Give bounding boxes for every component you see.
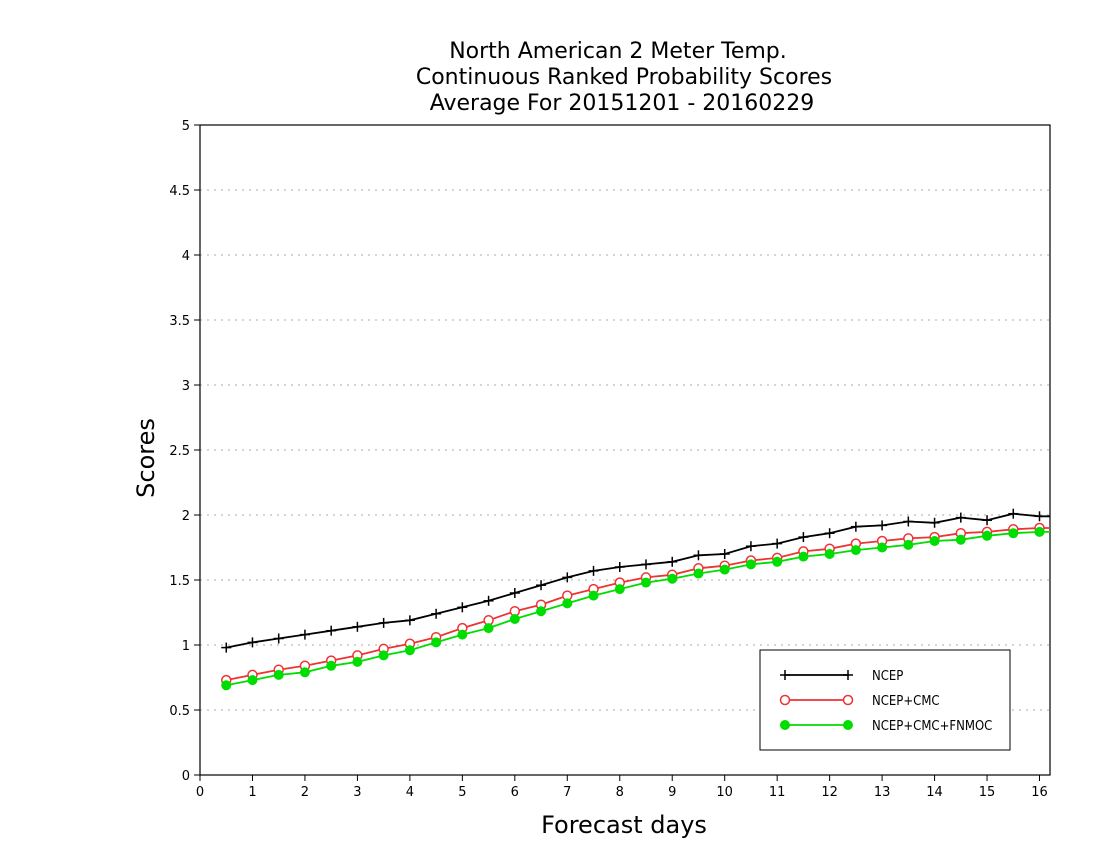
title-line-3: Average For 20151201 - 20160229	[430, 91, 815, 116]
x-tick-label: 15	[979, 785, 996, 800]
legend-label: NCEP	[872, 669, 903, 684]
data-point	[221, 680, 232, 691]
data-point	[903, 539, 914, 550]
data-point	[850, 545, 861, 556]
y-tick-label: 5	[182, 119, 190, 134]
y-tick-label: 0	[182, 769, 190, 784]
x-tick-label: 7	[563, 785, 571, 800]
x-tick-label: 14	[926, 785, 943, 800]
data-point	[745, 559, 756, 570]
title-line-1: North American 2 Meter Temp.	[449, 39, 787, 64]
series-group	[220, 508, 1050, 691]
data-point	[693, 568, 704, 579]
x-tick-label: 9	[668, 785, 676, 800]
data-point	[457, 629, 468, 640]
legend-entry: NCEP+CMC+FNMOC	[780, 719, 992, 734]
data-point	[1034, 526, 1045, 537]
x-tick-label: 6	[511, 785, 519, 800]
x-tick-label: 2	[301, 785, 309, 800]
data-point	[536, 606, 547, 617]
data-point	[982, 530, 993, 541]
y-tick-label: 1	[182, 639, 190, 654]
data-point	[404, 645, 415, 656]
x-tick-label: 1	[248, 785, 256, 800]
series-line	[226, 512, 1050, 649]
x-tick-label: 3	[353, 785, 361, 800]
data-point	[614, 584, 625, 595]
y-tick-label: 3	[182, 379, 190, 394]
x-tick-label: 4	[406, 785, 414, 800]
title-line-2: Continuous Ranked Probability Scores	[416, 65, 832, 90]
y-tick-label: 0.5	[169, 704, 190, 719]
x-axis-label: Forecast days	[541, 811, 707, 839]
legend-label: NCEP+CMC	[872, 694, 940, 709]
legend-marker-end	[842, 694, 854, 706]
data-point	[824, 549, 835, 559]
y-tick-label: 1.5	[169, 574, 190, 589]
data-point	[483, 623, 494, 634]
data-point	[719, 564, 730, 575]
data-point	[877, 542, 888, 553]
data-point	[772, 556, 783, 567]
data-point	[509, 614, 520, 624]
x-tick-label: 12	[821, 785, 838, 800]
legend-entry: NCEP+CMC	[779, 694, 940, 709]
data-point	[273, 669, 284, 680]
grid-lines	[200, 189, 1050, 711]
data-point	[562, 598, 573, 609]
legend-marker-end	[843, 720, 853, 730]
x-tick-label: 10	[716, 785, 733, 800]
axis-ticks: 00.511.522.533.544.550 1 2 3 4 5 6 7 8 9 10 11 12 13 1…	[169, 119, 1047, 800]
y-axis-label: Scores	[132, 418, 160, 498]
legend-marker-start	[780, 720, 790, 730]
legend-marker-start	[779, 694, 791, 706]
data-point	[955, 534, 966, 545]
x-tick-label: 0	[196, 785, 204, 800]
data-point	[1008, 528, 1019, 539]
chart-title: North American 2 Meter Temp. Continuous …	[416, 39, 832, 116]
data-point	[299, 667, 310, 678]
series-ncep	[221, 508, 1050, 653]
legend-label: NCEP+CMC+FNMOC	[872, 719, 992, 734]
data-point	[247, 675, 258, 686]
y-tick-label: 4	[182, 249, 190, 264]
data-point	[588, 590, 599, 601]
data-point	[929, 536, 940, 546]
y-tick-label: 4.5	[169, 184, 190, 199]
x-tick-label: 8	[616, 785, 624, 800]
x-tick-label: 13	[874, 785, 891, 800]
data-point	[431, 637, 442, 648]
data-point	[667, 573, 678, 584]
y-tick-label: 3.5	[169, 314, 190, 329]
legend: NCEP NCEP+CMC NCEP+CMC+FNMOC	[759, 649, 1011, 751]
data-point	[640, 577, 651, 588]
data-point	[352, 656, 363, 667]
data-point	[798, 551, 809, 562]
data-point	[378, 650, 389, 661]
x-tick-label: 11	[769, 785, 786, 800]
y-tick-label: 2.5	[169, 444, 190, 459]
x-tick-label: 16	[1031, 785, 1048, 800]
data-point	[326, 660, 337, 671]
series-ncep-cmc-fnmoc	[221, 526, 1050, 691]
y-tick-label: 2	[182, 509, 190, 524]
legend-entry: NCEP	[780, 669, 903, 684]
x-tick-label: 5	[458, 785, 466, 800]
